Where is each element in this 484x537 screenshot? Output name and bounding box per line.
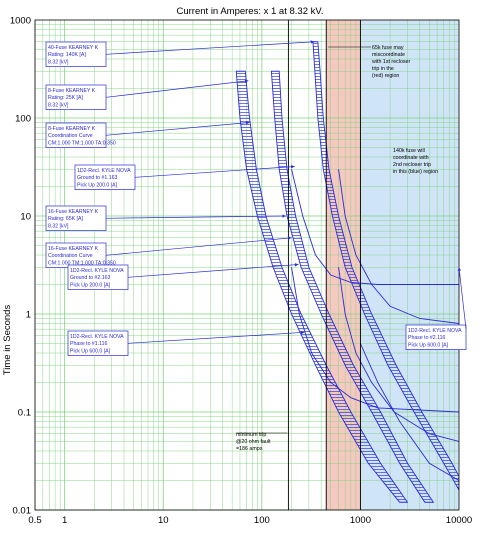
y-tick-label: 0.01	[13, 506, 32, 517]
x-tick-label: 10000	[446, 515, 472, 526]
annotation-text: Pick Up 600.0 [A]	[70, 348, 111, 354]
annotation-arrow	[105, 121, 250, 136]
annotation-text: Phase to #2.116	[408, 335, 446, 341]
note-text: miscoordinate	[372, 52, 405, 58]
annotation-box	[45, 122, 107, 148]
x-axis: 0.5 1 10 100 1000 10000	[28, 515, 472, 526]
recloser-curves	[291, 169, 459, 481]
annotation-arrow	[457, 267, 467, 330]
x-tick-label: 10	[158, 515, 169, 526]
annotation-arrow	[127, 263, 299, 278]
annotation-arrow	[127, 330, 305, 344]
annotation-box	[67, 330, 129, 356]
annotation-arrow	[105, 214, 286, 219]
annotation-box	[67, 264, 129, 290]
x-tick-label: 1	[62, 515, 67, 526]
annotation-box	[45, 84, 107, 110]
note-text: @20 ohm fault	[236, 439, 271, 445]
plot-frame	[34, 19, 460, 511]
note-text: (red) region	[372, 73, 399, 79]
annotation-text: Coordination Curve	[48, 253, 93, 259]
chart-title: Current in Amperes: x 1 at 8.32 kV.	[177, 6, 324, 17]
annotation-text: Phase to #1.116	[70, 341, 108, 347]
note-text: coordinate with	[393, 155, 429, 161]
annotation-text: Pick Up 200.0 [A]	[77, 182, 118, 188]
note-text: in this (blue) region	[393, 169, 438, 175]
annotation-text: 8.32 [kV]	[48, 223, 69, 229]
annotation-text: Ground to #2.163	[70, 275, 110, 281]
recloser-curve-1	[291, 169, 459, 285]
note-text: 65k fuse may	[372, 45, 404, 51]
annotation-arrow	[105, 79, 249, 98]
y-tick-label: 100	[15, 114, 31, 125]
note-text: trip in the	[372, 66, 394, 72]
annotation-box	[74, 164, 136, 190]
recloser-curve-2	[291, 267, 459, 413]
recloser-curve-5	[360, 343, 459, 481]
annotation-text: Rating: 65K [A]	[48, 216, 83, 222]
note-text: =186 amps	[236, 446, 263, 452]
annotation-text: CM:1.000 TM:1.000 TA:0.350	[48, 140, 116, 146]
y-tick-label: 1	[26, 310, 31, 321]
annotation-text: Pick Up 600.0 [A]	[408, 342, 449, 348]
annotation-box	[45, 205, 107, 231]
y-tick-label: 10	[20, 212, 31, 223]
annotation-text: 8.32 [kV]	[48, 59, 69, 65]
x-tick-label: 1000	[350, 515, 371, 526]
annotation-text: 8.32 [kV]	[48, 102, 69, 108]
annotation-box	[45, 242, 107, 268]
x-tick-label: 0.5	[28, 515, 41, 526]
recloser-curve-4	[338, 267, 459, 442]
fuse-band-1	[235, 70, 409, 503]
annotation-text: Rating: 140K [A]	[48, 52, 86, 58]
y-axis-label: Time in Seconds	[2, 305, 13, 376]
annotation-text: 1D2-Recl. KYLE NOVA	[77, 168, 131, 174]
y-axis: 0.01 0.1 1 10 100 1000	[10, 16, 31, 517]
annotation-text: 8-Fuse KEARNEY K	[48, 126, 96, 132]
annotation-arrow	[105, 236, 292, 256]
annotation-text: Ground to #1.163	[77, 175, 117, 181]
recloser-curve-3	[338, 169, 459, 324]
y-tick-label: 0.1	[18, 408, 31, 419]
regions	[326, 20, 459, 510]
annotation-text: 16-Fuse KEARNEY K	[48, 209, 99, 215]
note-text: minimum trip	[236, 432, 266, 438]
annotation-text: Rating: 25K [A]	[48, 95, 83, 101]
annotation-box	[45, 41, 107, 67]
x-tick-label: 100	[254, 515, 270, 526]
annotation-arrow	[134, 164, 295, 178]
fuse-band-2	[270, 70, 435, 503]
annotation-arrow	[105, 40, 315, 55]
annotation-text: 40-Fuse KEARNEY K	[48, 45, 99, 51]
annotation-text: 1D2-Recl. KYLE NOVA	[408, 328, 462, 334]
annotation-text: 1D2-Recl. KYLE NOVA	[70, 334, 124, 340]
fuse-bands	[235, 41, 459, 503]
note-text: with 1st recloser	[372, 59, 411, 65]
fuse-band-3	[312, 41, 459, 491]
note-text: 140k fuse will	[393, 148, 425, 154]
annotation-text: Pick Up 200.0 [A]	[70, 282, 111, 288]
note-text: 2nd recloser trip	[393, 162, 431, 168]
annotation-text: 1D2-Recl. KYLE NOVA	[70, 268, 124, 274]
region-blue	[360, 20, 459, 510]
annotation-box	[405, 324, 467, 350]
annotation-text: CM:1.000 TM:1.000 TA:0.350	[48, 260, 116, 266]
y-tick-label: 1000	[10, 16, 31, 27]
annotation-text: 8-Fuse KEARNEY K	[48, 88, 96, 94]
annotation-text: 16-Fuse KEARNEY K	[48, 246, 99, 252]
annotation-text: Coordination Curve	[48, 133, 93, 139]
